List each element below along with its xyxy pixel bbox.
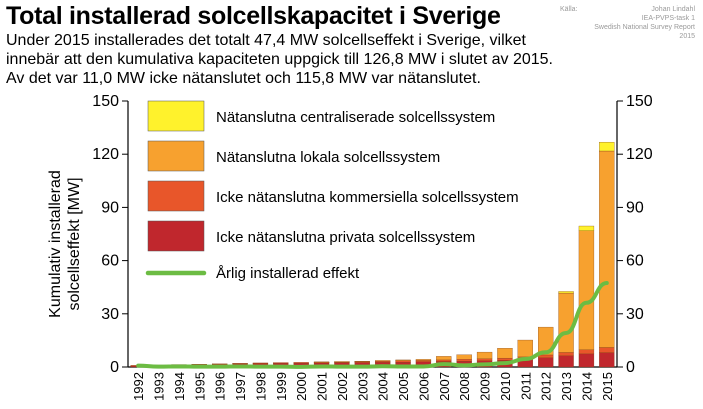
bar-segment (476, 351, 493, 359)
legend-swatch (147, 220, 205, 252)
bar-segment (599, 141, 615, 152)
bar-segment (578, 225, 595, 231)
legend-label: Icke nätanslutna kommersiella solcellssy… (216, 189, 519, 206)
x-tick-label: 2014 (579, 372, 594, 401)
bar-segment (456, 354, 472, 360)
source-label: Källa: (560, 6, 578, 13)
source-note: Källa: Johan Lindahl IEA-PVPS-task 1 Swe… (560, 5, 695, 41)
bar-segment (212, 363, 228, 365)
x-tick-label: 2013 (559, 372, 574, 401)
bar-segment (578, 353, 595, 368)
bar-segment (599, 352, 615, 368)
x-tick-label: 2005 (396, 372, 411, 401)
y-axis-label: Kumulativ installerad (47, 170, 64, 318)
bar-segment (375, 360, 391, 363)
chart-subtitle: Under 2015 installerades det totalt 47,4… (6, 32, 553, 87)
x-tick-label: 1992 (131, 372, 146, 401)
bar-segment (415, 359, 432, 361)
x-tick-label: 2000 (294, 372, 309, 401)
x-tick-label: 2011 (518, 372, 533, 400)
x-tick-label: 2008 (457, 372, 472, 401)
bar-segment (497, 357, 513, 361)
y-tick-label-left: 120 (92, 146, 119, 163)
bar-segment (252, 362, 269, 364)
bar-segment (375, 360, 391, 362)
bar-segment (599, 150, 615, 348)
x-tick-label: 2012 (539, 372, 554, 401)
y-tick-label-right: 90 (626, 199, 644, 216)
bar-segment (476, 358, 493, 361)
legend-label: Nätanslutna lokala solcellssystem (216, 149, 440, 166)
bar-segment (578, 349, 595, 355)
y-tick-label-right: 60 (626, 253, 644, 270)
bar-segment (538, 326, 554, 356)
bar-segment (599, 347, 615, 353)
source-line-3: Swedish National Survey Report (594, 24, 695, 31)
x-tick-label: 2015 (600, 372, 615, 401)
chart-title: Total installerad solcellskapacitet i Sv… (6, 2, 501, 30)
x-tick-label: 2010 (498, 372, 513, 401)
legend-label: Årlig installerad effekt (216, 265, 360, 282)
legend-label: Icke nätanslutna privata solcellssystem (216, 229, 475, 246)
x-tick-label: 2007 (437, 372, 452, 401)
bar-segment (558, 355, 574, 368)
y-tick-label-left: 0 (110, 359, 119, 376)
y-tick-label-left: 90 (101, 199, 119, 216)
bar-segment (558, 291, 574, 294)
bar-segment (436, 359, 452, 362)
bar-segment (293, 362, 309, 364)
annual-installed-line (136, 280, 609, 369)
x-tick-label: 1998 (253, 372, 268, 401)
bar-segment (415, 360, 432, 363)
x-tick-label: 1999 (274, 372, 289, 401)
y-axis-label: solcellseffekt [MW] (66, 177, 83, 310)
x-tick-label: 1994 (172, 372, 187, 401)
y-tick-label-left: 30 (101, 306, 119, 323)
bar-segment (395, 360, 411, 363)
bar-segment (578, 230, 595, 350)
bar-segment (558, 292, 574, 353)
y-tick-label-right: 120 (626, 146, 653, 163)
bar-segment (273, 362, 289, 364)
legend-swatch (147, 140, 205, 172)
bar-segment (232, 363, 248, 365)
x-tick-label: 2006 (416, 372, 431, 401)
x-tick-label: 2001 (315, 372, 330, 401)
source-author: Johan Lindahl (651, 6, 695, 13)
x-tick-label: 2002 (335, 372, 350, 401)
bar-segment (456, 359, 472, 362)
y-tick-label-right: 150 (626, 93, 653, 110)
y-tick-label-left: 60 (101, 253, 119, 270)
y-tick-label-right: 0 (626, 359, 635, 376)
bar-segment (517, 339, 533, 358)
y-tick-label-right: 30 (626, 306, 644, 323)
x-tick-label: 1997 (233, 372, 248, 401)
y-tick-label-left: 150 (92, 93, 119, 110)
x-tick-label: 1993 (152, 372, 167, 401)
legend-label: Nätanslutna centraliserade solcellssyste… (216, 109, 495, 126)
x-tick-label: 2004 (376, 372, 391, 401)
legend-swatch (147, 180, 205, 212)
bar-segment (558, 352, 574, 356)
bar-segment (436, 356, 452, 361)
bar-segment (334, 361, 350, 363)
x-tick-label: 1996 (213, 372, 228, 401)
x-tick-label: 1995 (192, 372, 207, 401)
legend-swatch (147, 100, 205, 132)
bar-segment (313, 361, 330, 363)
bar-segment (395, 359, 411, 361)
x-tick-label: 2003 (355, 372, 370, 401)
bar-segment (497, 348, 513, 359)
bar-segment (538, 354, 554, 358)
bar-segment (354, 360, 370, 362)
source-line-4: 2015 (679, 33, 695, 40)
bar-segment (538, 357, 554, 368)
x-tick-label: 2009 (478, 372, 493, 401)
source-line-2: IEA-PVPS-task 1 (641, 15, 695, 22)
